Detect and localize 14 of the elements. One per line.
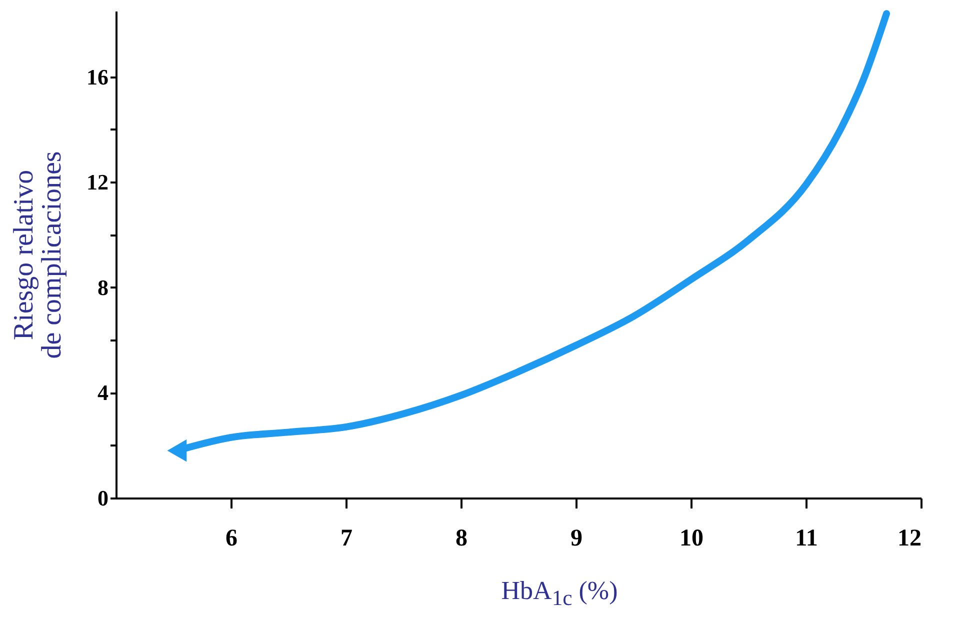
y-tick-label: 16 bbox=[86, 64, 108, 90]
y-axis-title: Riesgo relativo de complicaciones bbox=[8, 151, 68, 359]
x-axis-title: HbA$_{1c}$ (%) bbox=[500, 576, 619, 612]
x-tick-label: 9 bbox=[570, 526, 582, 552]
x-tick-label: 11 bbox=[795, 526, 818, 552]
y-tick-label: 0 bbox=[98, 486, 108, 510]
x-tick-label: 12 bbox=[898, 526, 922, 552]
x-tick-label: 7 bbox=[340, 526, 352, 552]
y-tick-label: 8 bbox=[98, 274, 108, 300]
x-tick-label: 8 bbox=[456, 526, 468, 552]
y-tick-label: 4 bbox=[98, 380, 108, 406]
x-tick-label: 10 bbox=[680, 526, 704, 552]
x-tick-label: 6 bbox=[226, 526, 238, 552]
y-tick-label: 12 bbox=[86, 170, 108, 195]
